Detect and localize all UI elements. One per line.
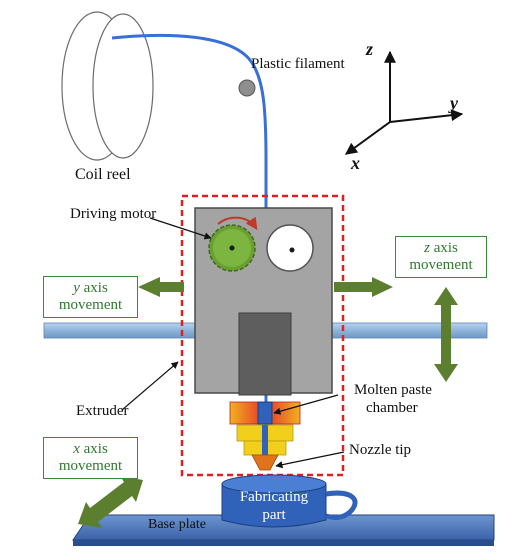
coordinate-axes <box>345 50 464 155</box>
coil-reel-label: Coil reel <box>75 166 131 183</box>
nozzle-tip-label: Nozzle tip <box>349 442 412 458</box>
rotation-arrow <box>217 216 258 230</box>
filament-guide-roller <box>238 79 256 97</box>
y-axis-movement-box: y axis movement <box>43 276 138 318</box>
coil-reel <box>61 11 154 161</box>
molten-paste-label-line1: Molten paste <box>354 382 432 398</box>
plastic-filament-line <box>111 33 268 470</box>
x-axis-movement-word: axis <box>83 441 108 457</box>
base-plate-bottom-edge <box>73 540 494 546</box>
driving-motor-gear <box>208 224 256 272</box>
y-axis-movement-letter: y <box>73 280 80 296</box>
molten-paste-label-line2: chamber <box>366 400 418 416</box>
driving-motor-label: Driving motor <box>70 206 157 222</box>
y-axis-label: y <box>450 93 458 113</box>
extruder-channel <box>238 312 292 396</box>
y-axis-movement-arrow <box>138 277 393 297</box>
y-axis-movement-line2: movement <box>58 297 123 313</box>
z-axis-movement-box: z axis movement <box>395 236 487 278</box>
nozzle-tip <box>251 454 279 471</box>
z-axis-movement-line2: movement <box>409 257 473 273</box>
leader-lines <box>121 217 345 469</box>
z-axis-movement-arrow <box>434 287 458 382</box>
x-axis-movement-line2: movement <box>58 458 123 474</box>
idler-wheel <box>266 224 314 272</box>
x-axis-movement-title: x axis <box>44 441 137 458</box>
base-plate-label: Base plate <box>148 517 206 532</box>
x-axis-movement-box: x axis movement <box>43 437 138 479</box>
x-axis-label: x <box>351 153 360 173</box>
nozzle-filament <box>262 425 268 455</box>
x-axis-movement-arrow <box>78 476 143 528</box>
y-axis-movement-word: axis <box>83 280 108 296</box>
z-axis-movement-title: z axis <box>396 240 486 257</box>
x-axis-movement-letter: x <box>73 441 80 457</box>
y-axis-movement-title: y axis <box>44 280 137 297</box>
plastic-filament-label: Plastic filament <box>251 56 345 72</box>
chamber-filament <box>257 401 273 425</box>
z-axis-movement-letter: z <box>424 240 430 256</box>
fabricating-part <box>221 474 358 528</box>
z-axis-label: z <box>366 39 374 59</box>
fabricating-part-line2: part <box>262 507 286 523</box>
z-axis-movement-word: axis <box>433 240 458 256</box>
fabricating-part-label: Fabricating part <box>228 488 320 524</box>
extruder-label: Extruder <box>76 403 129 419</box>
fabricating-part-line1: Fabricating <box>239 489 309 505</box>
